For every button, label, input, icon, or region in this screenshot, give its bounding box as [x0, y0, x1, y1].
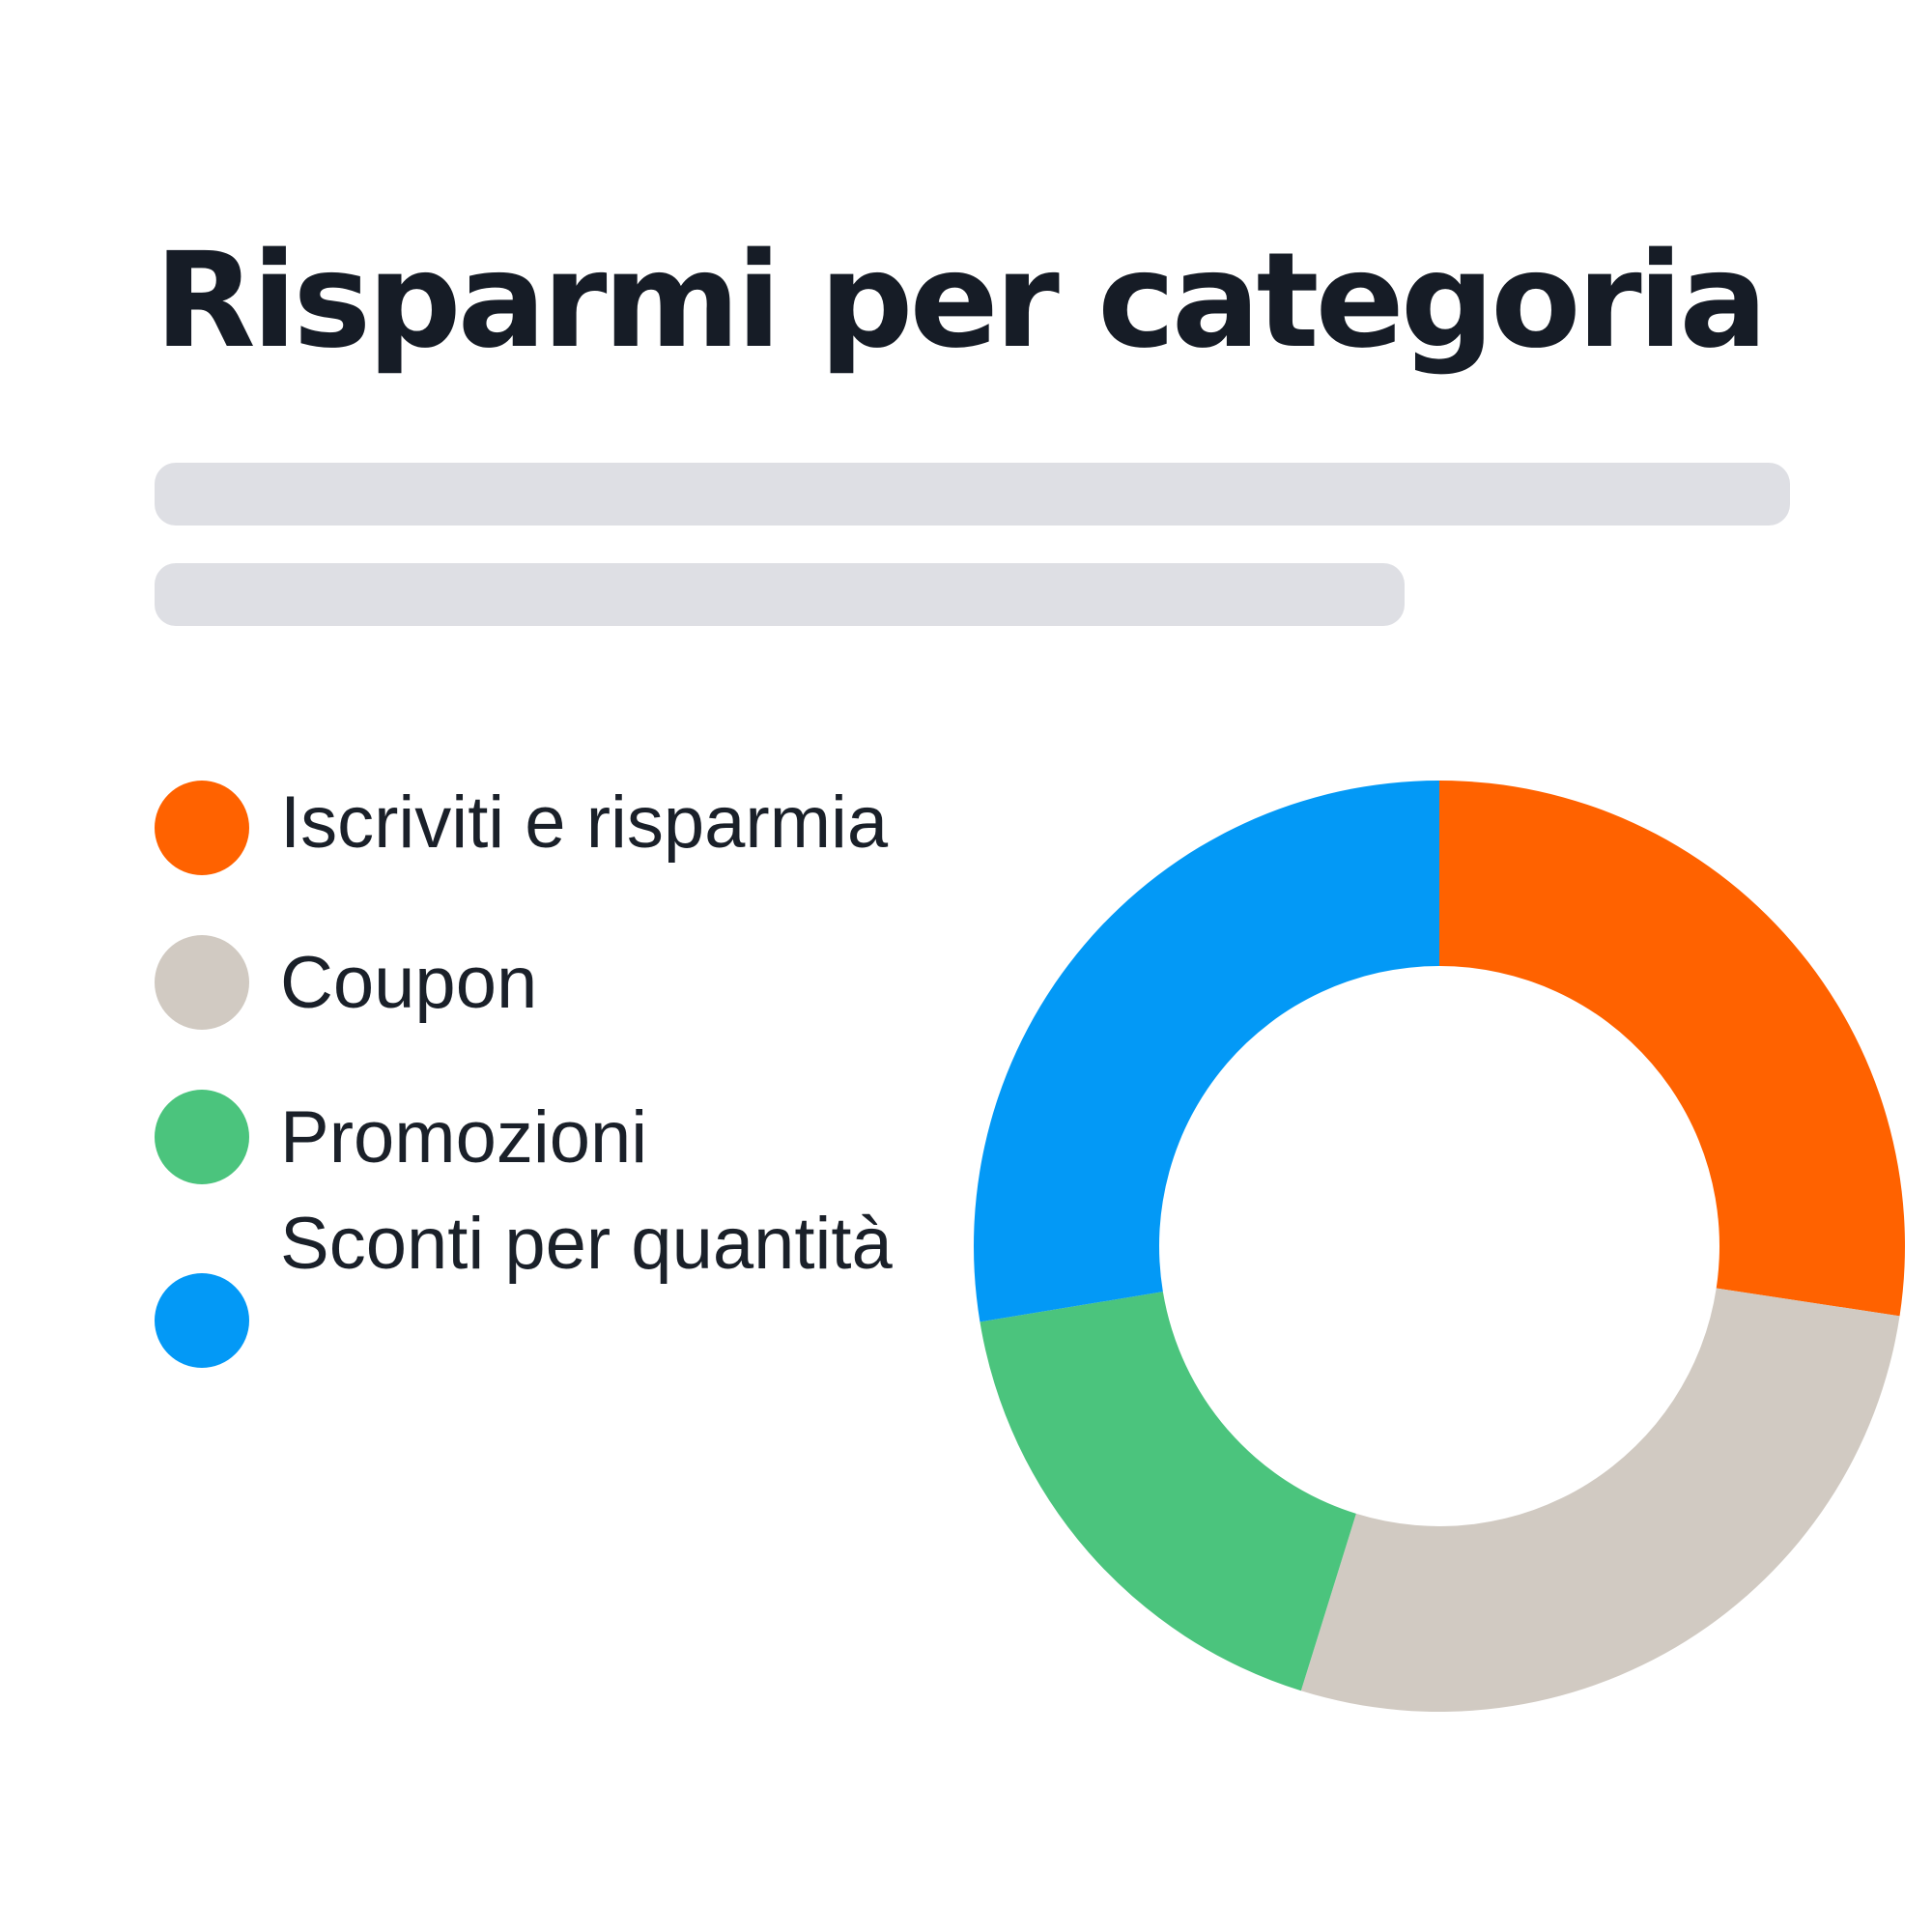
legend-swatch: [155, 1090, 249, 1184]
legend-label: Promozioni: [280, 1096, 648, 1179]
legend-swatch: [155, 781, 249, 875]
legend-label: Iscriviti e risparmia: [280, 781, 889, 864]
text-placeholder-line: [155, 563, 1405, 626]
donut-slice-4: [974, 781, 1439, 1322]
donut-slice-1: [1439, 781, 1905, 1317]
donut-chart: [974, 781, 1905, 1712]
donut-slice-2: [1300, 1288, 1900, 1712]
legend-label: Coupon: [280, 942, 538, 1024]
chart-title: Risparmi per categoria: [155, 225, 1768, 378]
text-placeholder-line: [155, 463, 1790, 526]
legend-swatch: [155, 935, 249, 1030]
legend-swatch: [155, 1273, 249, 1368]
donut-slice-3: [980, 1292, 1356, 1691]
legend-label: Sconti per quantità: [280, 1203, 893, 1285]
